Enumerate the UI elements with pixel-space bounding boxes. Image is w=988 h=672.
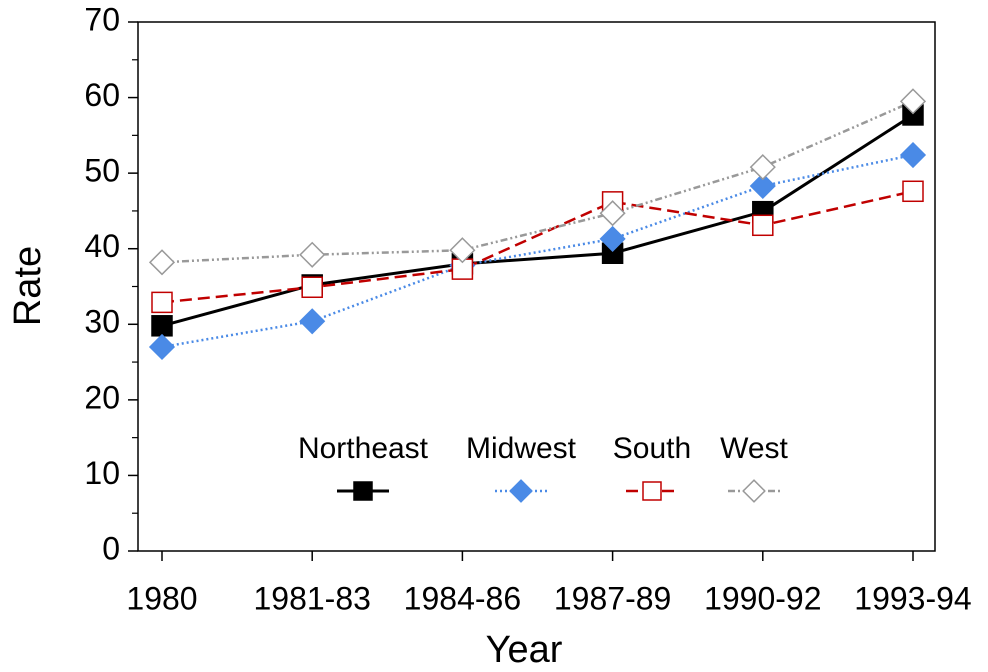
x-tick-label: 1990-92 (704, 580, 821, 616)
data-point (301, 276, 323, 299)
series-line (161, 113, 914, 328)
y-tick-label: 50 (84, 153, 120, 189)
legend-label: Northeast (298, 432, 429, 465)
legend-label: South (613, 432, 691, 465)
legend-marker (509, 479, 533, 503)
data-point (299, 308, 326, 335)
data-point (148, 333, 176, 361)
data-point (749, 154, 776, 181)
data-point (599, 225, 626, 252)
data-point (449, 237, 476, 264)
legend-marker (353, 481, 373, 501)
data-point (599, 200, 626, 227)
data-point (899, 88, 927, 115)
x-tick-label: 1993-94 (854, 580, 971, 616)
legend-marker (642, 481, 662, 501)
data-point (749, 172, 776, 200)
y-tick-label: 70 (84, 1, 120, 37)
data-point (151, 315, 173, 337)
data-point (148, 249, 176, 276)
series-line (161, 190, 914, 304)
y-tick-label: 60 (84, 77, 120, 113)
x-tick-label: 1981-83 (253, 580, 370, 616)
y-tick-label: 40 (84, 228, 120, 264)
data-point (151, 291, 173, 314)
y-tick-label: 10 (84, 455, 120, 491)
legend-label: Midwest (466, 432, 577, 465)
x-tick-label: 1980 (126, 580, 197, 616)
x-axis-title: Year (486, 629, 563, 671)
series-line (161, 153, 914, 349)
series-line (161, 100, 914, 264)
x-tick-label: 1984-86 (404, 580, 521, 616)
data-point (752, 214, 774, 237)
data-point (299, 241, 326, 268)
data-point (902, 180, 924, 203)
legend-label: West (720, 432, 788, 465)
x-tick-label: 1987-89 (554, 580, 671, 616)
y-tick-label: 0 (102, 530, 120, 566)
y-tick-label: 30 (84, 304, 120, 340)
plot-frame (137, 21, 936, 552)
y-tick-label: 20 (84, 379, 120, 415)
legend-marker (742, 479, 766, 503)
y-axis-title: Rate (7, 246, 49, 326)
data-point (899, 141, 927, 169)
